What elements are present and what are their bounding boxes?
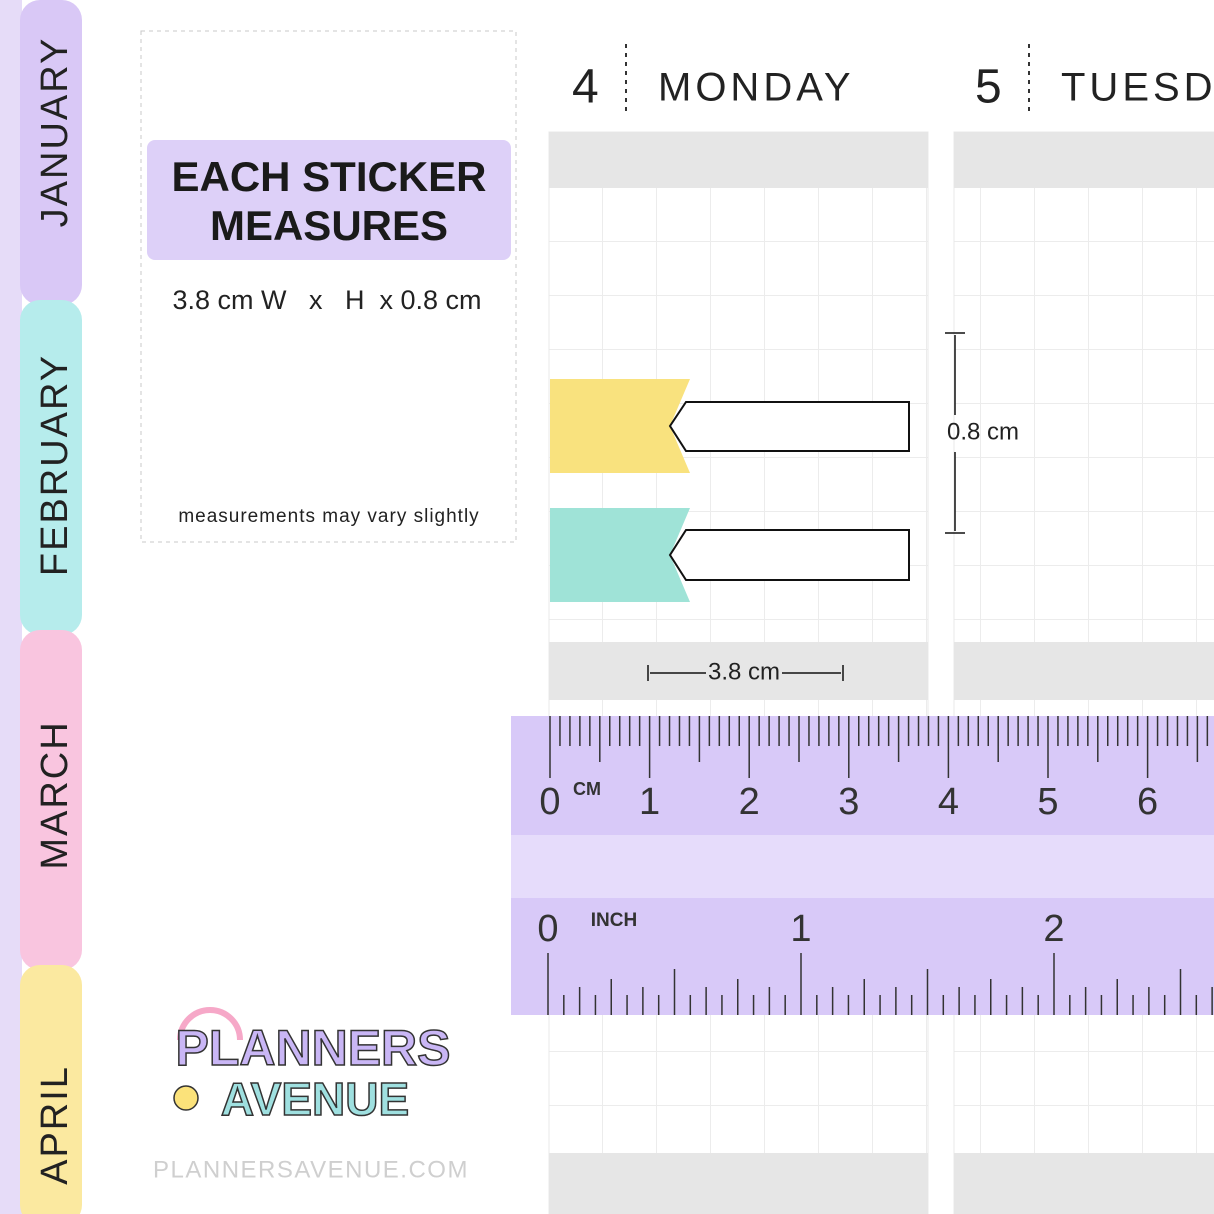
month-tab — [20, 300, 82, 635]
inch-unit: INCH — [591, 910, 637, 931]
info-box — [140, 30, 517, 543]
month-tab-label: FEBRUARY — [34, 354, 76, 576]
day-number: 4 — [572, 61, 599, 114]
month-tab — [20, 0, 82, 305]
height-dimension — [945, 332, 965, 534]
month-tab-label: JANUARY — [34, 37, 76, 228]
cm-label: 3 — [838, 781, 859, 823]
column-bands — [549, 132, 1214, 1214]
month-tab — [20, 965, 82, 1214]
sticker — [550, 508, 910, 602]
sidebar-strip — [0, 0, 22, 1214]
day-name: MONDAY — [658, 66, 855, 110]
info-title: EACH STICKER — [171, 153, 486, 200]
month-tab — [20, 630, 82, 970]
width-label: 3.8 cm — [708, 658, 780, 685]
inch-label: 2 — [1043, 908, 1064, 950]
month-tab-label: APRIL — [34, 1065, 76, 1185]
ruler-stripe — [511, 835, 1214, 898]
info-dimensions: 3.8 cm W x H x 0.8 cm — [172, 285, 481, 315]
logo-text: AVENUE — [221, 1073, 409, 1125]
logo-text: PLANNERS — [175, 1020, 450, 1076]
info-title: MEASURES — [210, 202, 448, 249]
cm-label: 6 — [1137, 781, 1158, 823]
height-label: 0.8 cm — [947, 418, 1019, 445]
cm-label: 1 — [639, 781, 660, 823]
width-dimension — [647, 665, 844, 681]
info-note: measurements may vary slightly — [178, 506, 479, 527]
cm-label: 0 — [539, 781, 560, 823]
day-number: 5 — [975, 61, 1002, 114]
logo — [173, 1007, 243, 1111]
cm-label: 2 — [739, 781, 760, 823]
cm-label: 5 — [1037, 781, 1058, 823]
day-name: TUESDAY — [1061, 66, 1214, 110]
cm-unit: CM — [573, 779, 601, 799]
month-tab-label: MARCH — [34, 720, 76, 869]
title-box — [147, 140, 511, 260]
inch-label: 1 — [790, 908, 811, 950]
inch-label: 0 — [537, 908, 558, 950]
sticker — [550, 379, 910, 473]
website-url: PLANNERSAVENUE.COM — [153, 1156, 469, 1183]
cm-label: 4 — [938, 781, 959, 823]
